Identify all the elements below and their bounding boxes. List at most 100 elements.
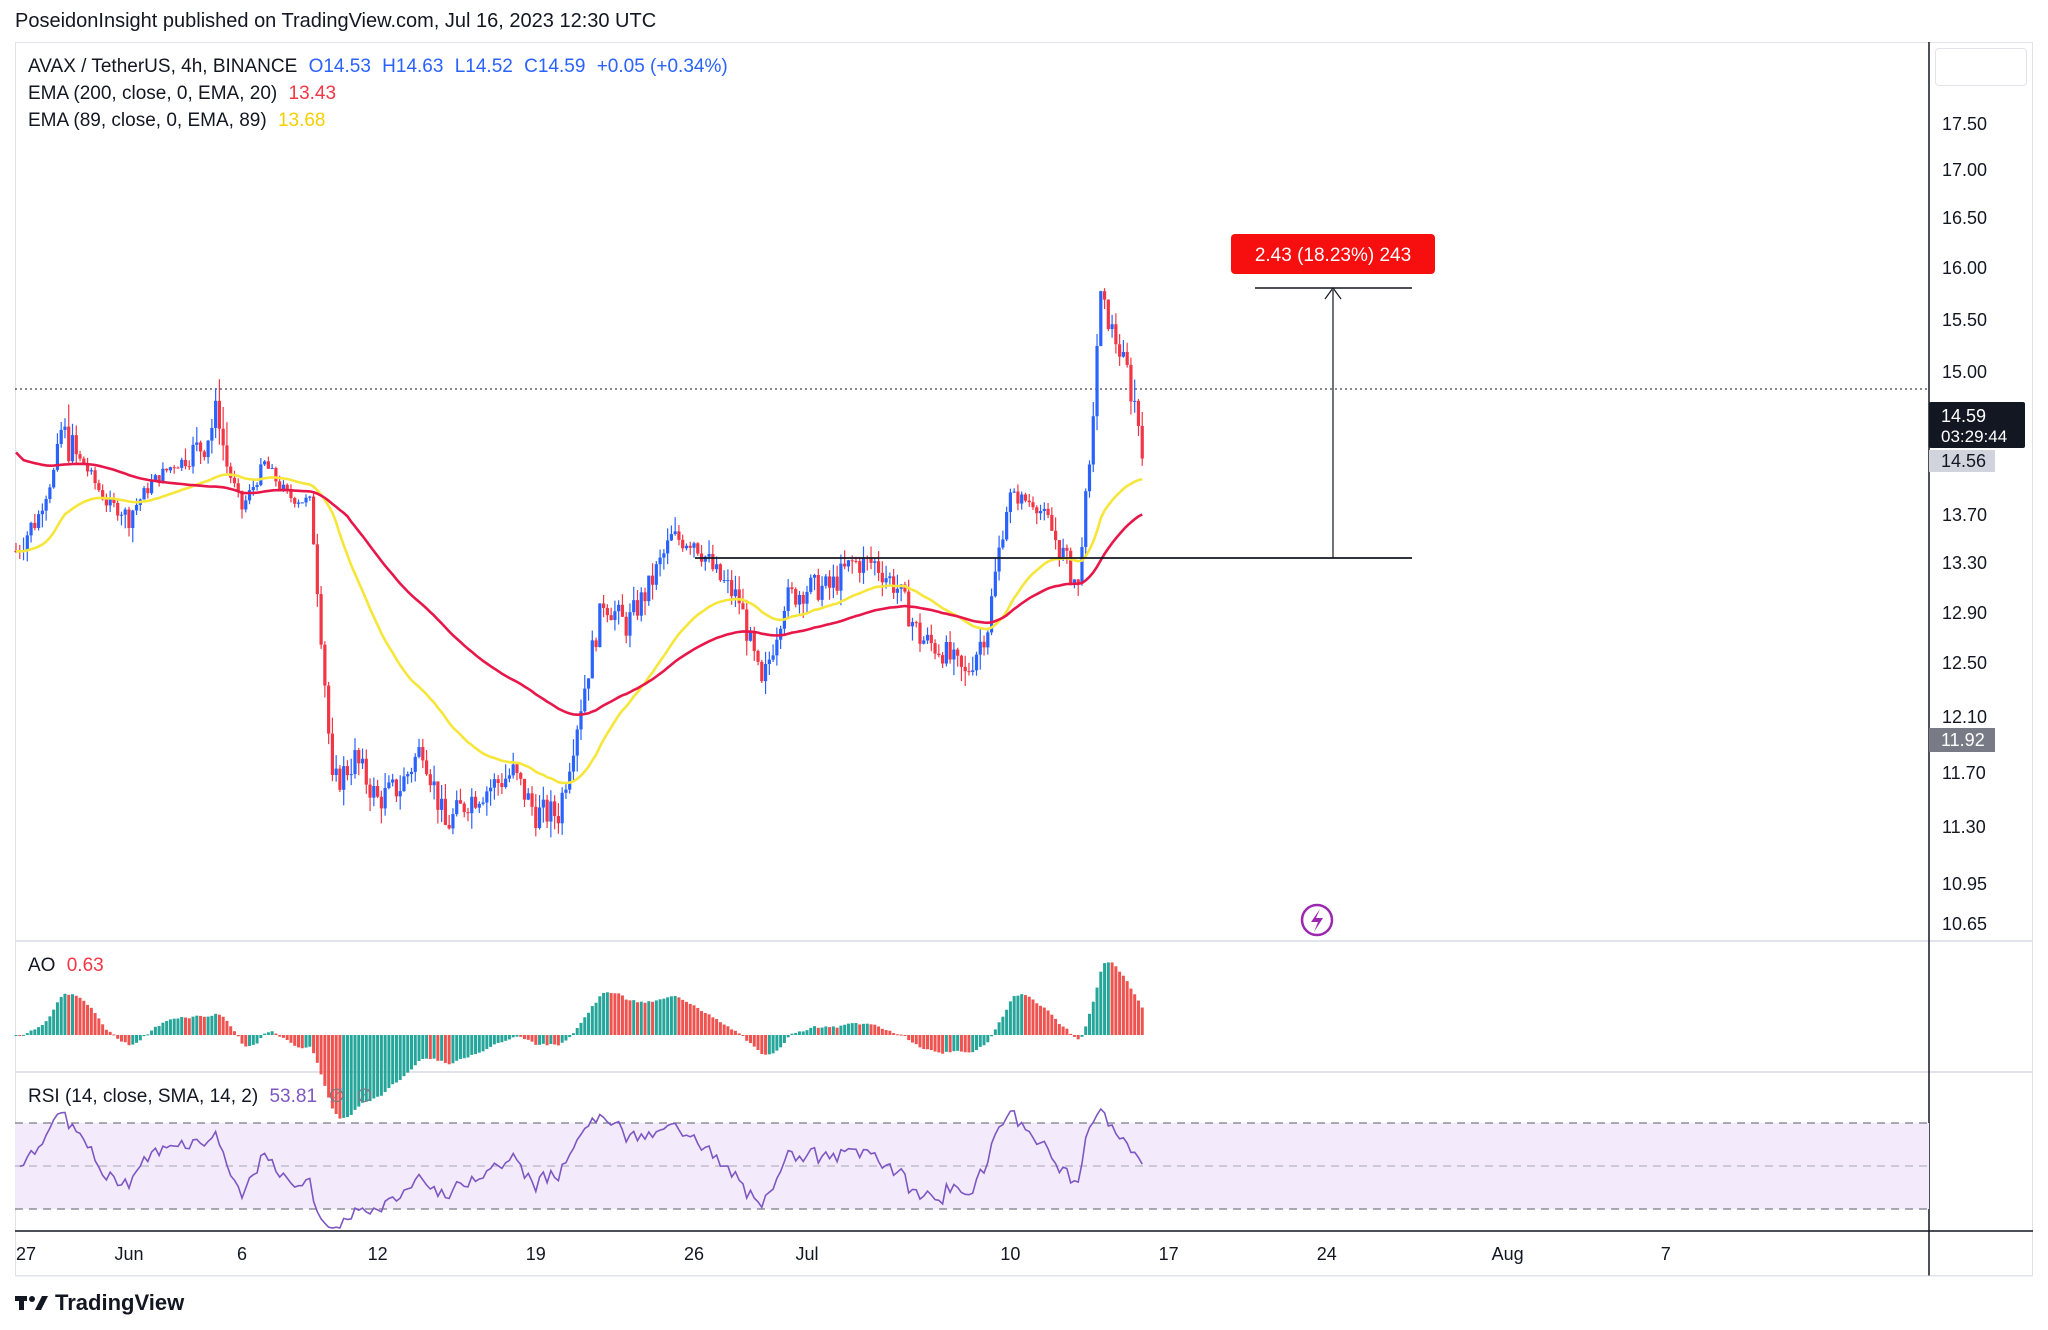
ao-bar (364, 1035, 368, 1102)
candle-body (255, 485, 259, 488)
ao-bar (161, 1022, 165, 1035)
low-value: L14.52 (454, 56, 513, 77)
ao-bar (975, 1035, 978, 1051)
ao-histogram-group (14, 962, 1144, 1119)
candle-body (462, 803, 466, 813)
ao-bar (278, 1035, 282, 1037)
candle-body (756, 650, 760, 662)
candle-body (1050, 514, 1054, 531)
candle-body (583, 688, 587, 712)
candle-body (1038, 511, 1043, 514)
time-tick-label: Jun (114, 1244, 143, 1264)
ao-bar (82, 1000, 86, 1035)
rsi-line (19, 1107, 1143, 1229)
ao-bar (504, 1035, 508, 1041)
candle-body (861, 557, 866, 573)
candle-body (1008, 492, 1012, 513)
mark1-badge (1929, 450, 1995, 472)
candle-body (391, 779, 395, 783)
ao-bar (1129, 988, 1133, 1035)
ao-bar (933, 1035, 937, 1052)
ao-bar (790, 1033, 794, 1035)
lightning-icon[interactable] (1300, 903, 1334, 937)
time-tick-label: 27 (16, 1244, 36, 1264)
candle-body (202, 451, 206, 458)
legend-ema200[interactable]: EMA (200, close, 0, EMA, 20) 13.43 (28, 83, 342, 105)
candle-body (594, 640, 598, 648)
ao-bar (345, 1035, 349, 1118)
ao-bar (1027, 996, 1031, 1035)
ema200-label: EMA (200, close, 0, EMA, 20) (28, 83, 278, 104)
ao-bar (123, 1035, 127, 1043)
ao-bar (308, 1035, 312, 1047)
price-tick-label: 12.50 (1942, 653, 1987, 673)
ao-bar (993, 1029, 997, 1035)
candle-body (617, 604, 621, 612)
tradingview-logo[interactable]: TradingView (15, 1290, 184, 1316)
change-value: +0.05 (+0.34%) (596, 56, 728, 77)
ao-bar (873, 1024, 877, 1035)
candle-body (101, 490, 105, 500)
legend-ao[interactable]: AO 0.63 (28, 955, 110, 977)
ao-bar (300, 1035, 304, 1049)
ao-bar (756, 1035, 760, 1051)
ao-bar (1016, 995, 1020, 1035)
ema89-label: EMA (89, close, 0, EMA, 89) (28, 110, 267, 131)
candle-body (963, 666, 967, 672)
ao-bar (274, 1033, 278, 1035)
candle-body (368, 784, 372, 798)
candle-body (1005, 512, 1009, 540)
candle-body (131, 510, 135, 529)
candle-body (1016, 491, 1020, 504)
ao-bar (334, 1035, 338, 1115)
ao-label: AO (28, 955, 56, 976)
ao-bar (1008, 1001, 1012, 1035)
legend-rsi[interactable]: RSI (14, close, SMA, 14, 2) 53.81 ∅ ∅ (28, 1085, 379, 1108)
ao-bar (956, 1035, 960, 1051)
candle-body (858, 561, 862, 573)
candle-body (481, 802, 485, 804)
ao-bar (37, 1027, 41, 1035)
candle-body (489, 787, 493, 792)
candle-body (1095, 345, 1099, 417)
candle-body (748, 630, 753, 641)
ao-bar (436, 1035, 440, 1061)
candle-body (948, 642, 952, 660)
ao-bar (312, 1035, 316, 1054)
ao-bar (266, 1032, 270, 1035)
ao-bar (959, 1035, 963, 1052)
candle-body (345, 766, 350, 776)
candle-body (232, 477, 237, 484)
candle-body (1114, 324, 1118, 345)
candle-body (319, 594, 323, 645)
legend-ema89[interactable]: EMA (89, close, 0, EMA, 89) 13.68 (28, 110, 331, 132)
candle-body (1080, 546, 1084, 583)
candle-body (956, 649, 960, 656)
candle-body (308, 496, 312, 498)
legend-ohlc: AVAX / TetherUS, 4h, BINANCE O14.53 H14.… (28, 56, 734, 78)
ao-bar (1080, 1035, 1084, 1037)
ao-bar (474, 1035, 478, 1054)
price-axis: 17.50 17.00 16.50 16.00 15.50 15.00 13.70 13.30… (1942, 114, 1987, 934)
ao-bar (771, 1035, 775, 1054)
candle-body (620, 604, 625, 617)
candle-body (628, 612, 632, 636)
candle-body (688, 545, 692, 548)
ao-bar (948, 1035, 952, 1053)
candle-body (451, 814, 455, 829)
candle-body (436, 781, 440, 810)
candle-body (1027, 500, 1031, 503)
ao-bar (52, 1009, 56, 1035)
ao-bar (1035, 1003, 1039, 1035)
candle-body (971, 670, 975, 672)
ao-bar (1103, 963, 1107, 1035)
candle-body (884, 578, 888, 583)
ao-bar (673, 995, 677, 1035)
settings-button[interactable] (1935, 48, 2027, 86)
ao-bar (327, 1035, 331, 1098)
symbol-label[interactable]: AVAX / TetherUS, 4h, BINANCE (28, 56, 298, 77)
candle-body (974, 654, 979, 671)
ema200-line (15, 451, 1143, 717)
candle-body (104, 499, 108, 506)
